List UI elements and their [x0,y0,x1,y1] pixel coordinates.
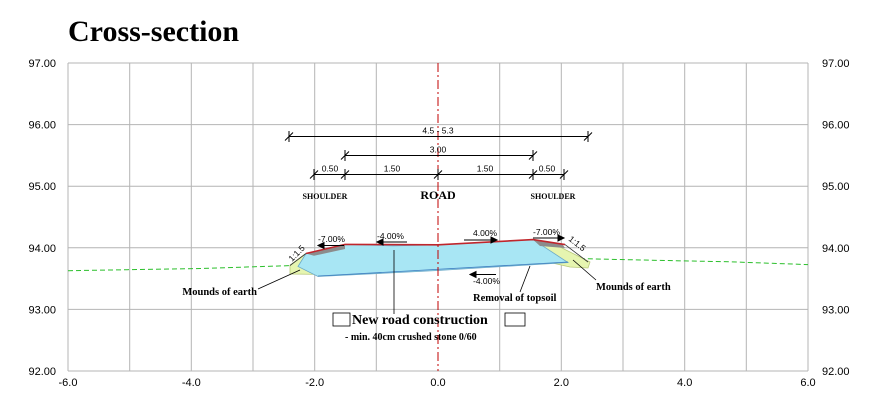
x-tick-label: 6.0 [800,377,815,389]
dim-lane-left-label: 1.50 [384,164,401,174]
y-tick-label: 93.00 [28,304,56,316]
y-tick-label: 97.00 [822,58,850,70]
y-tick-label: 96.00 [822,120,850,132]
y-tick-label: 97.00 [28,58,56,70]
y-tick-label: 95.00 [822,181,850,193]
subgrade-line [317,261,569,277]
dim-tick [433,169,443,180]
y-tick-label: 94.00 [822,243,850,255]
new-road-bracket-right [504,312,526,327]
shoulder-right-label: SHOULDER [531,192,576,201]
slope-right-shoulder: -7.00% [533,227,560,237]
dim-tick [340,150,350,161]
dim-shoulder-right-label: 0.50 [539,164,556,174]
y-tick-label: 96.00 [28,120,56,132]
page-title: Cross-section [68,15,239,48]
slope-right-lane: 4.00% [473,228,498,238]
embankment-right-line [564,244,589,263]
dimension-lines: 4.5 - 5.3 3.00 0.50 1.50 1.50 0.50 [284,126,593,180]
dim-lane-right-label: 1.50 [477,164,494,174]
x-tick-label: 4.0 [677,377,692,389]
dim-tick [309,169,319,180]
embankment-right-ratio: 1:1.5 [567,234,588,254]
embankment-left-line [289,253,307,266]
mounds-right-label: Mounds of earth [596,282,671,293]
slope-arrow [533,234,566,242]
x-tick-label: 2.0 [554,377,569,389]
annotations: Mounds of earth Mounds of earth Removal … [182,250,671,343]
shoulder-left-label: SHOULDER [303,192,348,201]
y-tick-label: 95.00 [28,181,56,193]
leader-mounds-right [572,259,597,281]
y-axis-right: 97.00 96.00 95.00 94.00 93.00 92.00 [822,58,850,378]
new-road-sub-label: - min. 40cm crushed stone 0/60 [345,332,477,343]
dim-tick [284,131,294,142]
slope-bottom: -4.00% [473,276,500,286]
y-tick-label: 92.00 [822,366,850,378]
dim-shoulder-left-label: 0.50 [322,164,339,174]
dim-tick [340,169,350,180]
x-tick-label: -6.0 [59,377,78,389]
new-road-bracket-left [332,312,351,327]
x-tick-label: -4.0 [182,377,201,389]
dim-tick [528,169,538,180]
dim-tick [559,169,569,180]
x-tick-label: -2.0 [305,377,324,389]
shoulder-right-layer [533,239,565,248]
road-label: ROAD [420,188,456,202]
slope-left-shoulder: -7.00% [318,234,345,244]
new-road-label: New road construction [352,313,488,328]
leader-mounds-left [257,269,301,290]
dim-carriageway-label: 3.00 [430,145,447,155]
dim-total-label: 4.5 - 5.3 [422,126,453,136]
leader-topsoil [519,265,531,293]
slope-arrow [464,236,499,244]
x-tick-label: 0.0 [430,377,445,389]
y-axis-left: 97.00 96.00 95.00 94.00 93.00 92.00 [28,58,56,378]
slope-arrow [375,238,407,246]
mounds-left-label: Mounds of earth [182,287,257,298]
y-tick-label: 92.00 [28,366,56,378]
slope-left-lane: -4.00% [377,231,404,241]
slope-arrow [468,270,496,279]
x-axis: -6.0 -4.0 -2.0 0.0 2.0 4.0 6.0 [59,377,816,389]
road-surface-line [305,238,566,255]
dim-tick [583,131,593,142]
dim-tick [528,150,538,161]
y-tick-label: 93.00 [822,304,850,316]
removal-topsoil-label: Removal of topsoil [473,293,556,304]
slope-arrow [316,241,344,250]
y-tick-label: 94.00 [28,243,56,255]
